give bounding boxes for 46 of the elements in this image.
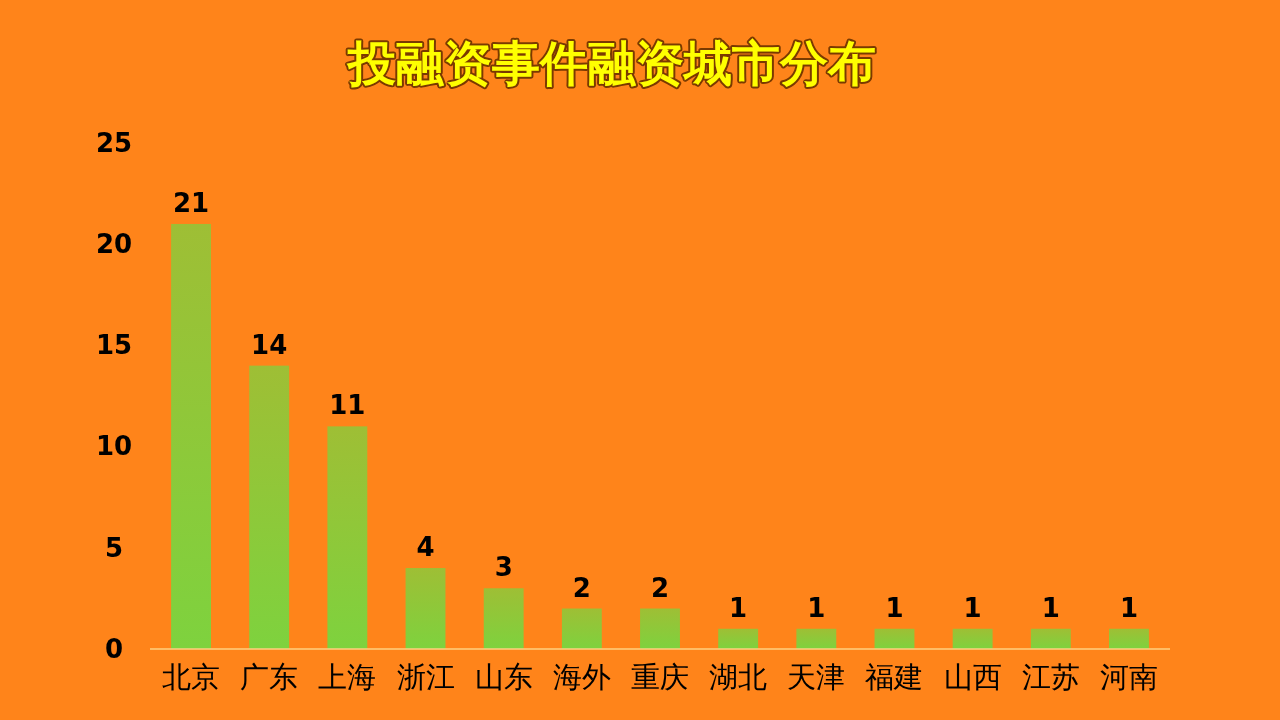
x-tick-label: 河南 <box>1099 659 1158 694</box>
bar <box>874 628 915 649</box>
y-tick-label: 10 <box>95 431 133 462</box>
bar <box>952 628 993 649</box>
data-label: 1 <box>1119 592 1139 623</box>
bar <box>640 608 680 649</box>
data-label: 1 <box>807 592 826 623</box>
y-tick-label: 25 <box>95 127 133 158</box>
y-tick-label: 0 <box>104 633 124 664</box>
x-tick-label: 山西 <box>943 659 1002 694</box>
bar <box>405 568 446 649</box>
bar <box>249 365 290 649</box>
bar <box>171 223 211 649</box>
x-tick-label: 广东 <box>240 659 299 694</box>
x-tick-label: 江苏 <box>1021 659 1080 694</box>
data-label: 1 <box>729 592 748 623</box>
data-label: 11 <box>329 390 366 421</box>
bar <box>483 588 524 649</box>
data-label: 1 <box>1041 592 1060 623</box>
bar <box>1109 628 1149 649</box>
bar <box>796 628 837 649</box>
data-label: 1 <box>885 592 904 623</box>
bar <box>718 628 759 649</box>
bar <box>327 426 368 649</box>
x-tick-label: 湖北 <box>709 659 768 694</box>
chart-title: 投融资事件融资城市分布 <box>346 35 876 91</box>
bar <box>1030 628 1071 649</box>
data-label: 14 <box>251 329 288 360</box>
y-tick-label: 5 <box>104 532 124 563</box>
data-label: 21 <box>172 187 210 218</box>
data-label: 4 <box>416 532 435 563</box>
data-label: 2 <box>572 572 591 603</box>
data-label: 3 <box>494 552 513 583</box>
x-tick-label: 福建 <box>865 659 924 694</box>
x-tick-label: 海外 <box>552 659 611 694</box>
data-label: 2 <box>650 572 670 603</box>
bar <box>561 608 602 649</box>
y-tick-label: 20 <box>95 229 133 260</box>
y-tick-label: 15 <box>95 330 133 361</box>
x-tick-label: 浙江 <box>396 659 455 694</box>
data-label: 1 <box>963 592 982 623</box>
x-tick-label: 北京 <box>162 659 221 694</box>
x-tick-label: 重庆 <box>631 659 689 694</box>
x-tick-label: 天津 <box>787 659 846 694</box>
x-tick-label: 上海 <box>318 659 377 694</box>
x-tick-label: 山东 <box>474 659 533 694</box>
